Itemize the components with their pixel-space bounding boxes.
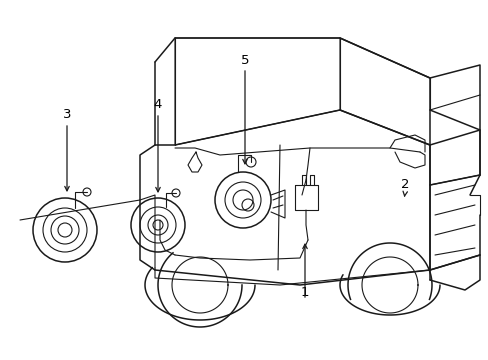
Text: 3: 3 (62, 108, 71, 121)
Text: 2: 2 (400, 179, 408, 192)
Text: 1: 1 (300, 285, 308, 298)
Text: 4: 4 (154, 99, 162, 112)
Text: 5: 5 (240, 54, 249, 67)
